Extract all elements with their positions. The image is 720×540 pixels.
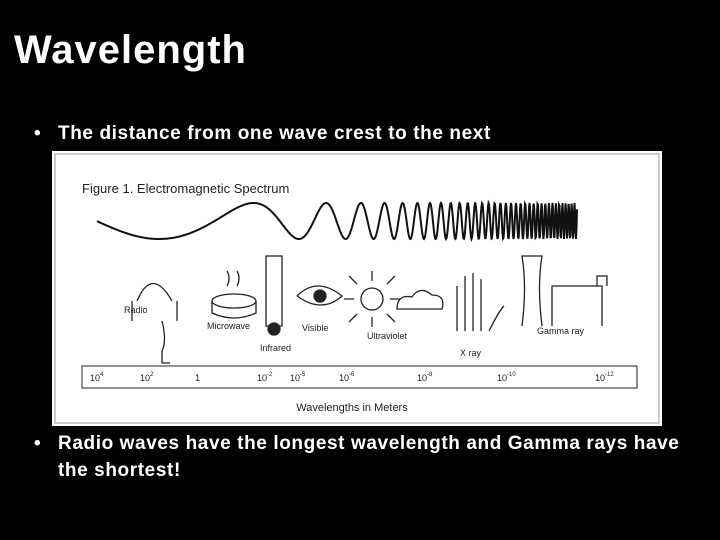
- icons: [131, 255, 608, 364]
- band-label: X ray: [460, 348, 482, 358]
- bullet: • The distance from one wave crest to the…: [34, 120, 718, 147]
- scale-base: 10: [595, 373, 605, 383]
- scale-base: 10: [290, 373, 300, 383]
- scale-exponent: -12: [605, 372, 614, 378]
- scale-base: 10: [417, 373, 427, 383]
- sun: [360, 287, 384, 311]
- scale-exponent: -10: [507, 372, 516, 378]
- scale-exponent: 2: [150, 372, 154, 378]
- sun-rays: [344, 271, 400, 327]
- scale-label: 10-10: [497, 372, 516, 383]
- band-label: Visible: [302, 323, 328, 333]
- plant: [521, 255, 608, 327]
- eye: [296, 285, 344, 306]
- wave: [96, 199, 578, 243]
- pupil: [313, 289, 327, 303]
- slide-title: Wavelength: [14, 28, 247, 72]
- scale-base: 10: [140, 373, 150, 383]
- cloud: [396, 289, 444, 310]
- scale-label: 104: [90, 372, 104, 383]
- scale-base: 10: [90, 373, 100, 383]
- scale-exponent: -8: [427, 372, 433, 378]
- scale-label: 102: [140, 372, 154, 383]
- scale-base: 10: [257, 373, 267, 383]
- axis-label: Wavelengths in Meters: [296, 402, 408, 414]
- scale-exponent: -5: [300, 372, 306, 378]
- band-label: Radio: [124, 305, 148, 315]
- radio-icon: [131, 282, 178, 364]
- xray-hand: [456, 273, 505, 332]
- band-label: Microwave: [207, 321, 250, 331]
- scale-exponent: -6: [349, 372, 355, 378]
- scale-label: 10-12: [595, 372, 614, 383]
- figure-title: Figure 1. Electromagnetic Spectrum: [82, 181, 289, 196]
- bullet-text: Radio waves have the longest wavelength …: [58, 433, 680, 481]
- scale-label: 10-8: [417, 372, 433, 383]
- scale-base: 1: [195, 373, 200, 383]
- bullet-text: The distance from one wave crest to the …: [58, 123, 491, 144]
- scale-label: 10-2: [257, 372, 273, 383]
- figure-bg: [52, 151, 662, 426]
- band-label: Infrared: [260, 343, 291, 353]
- figure: Figure 1. Electromagnetic Spectrum Wavel…: [52, 151, 662, 426]
- bullet: • Radio waves have the longest wavelength…: [34, 430, 698, 484]
- band-label: Ultraviolet: [367, 331, 408, 341]
- thermometer-bulb: [267, 322, 281, 336]
- bullet-dot: •: [34, 433, 42, 454]
- scale-label: 10-6: [339, 372, 355, 383]
- band-label: Gamma ray: [537, 326, 585, 336]
- scale-exponent: 4: [100, 372, 104, 378]
- microwave-food: [211, 270, 257, 319]
- scale-base: 10: [497, 373, 507, 383]
- scale-base: 10: [339, 373, 349, 383]
- scale-label: 10-5: [290, 372, 306, 383]
- scale-label: 1: [195, 373, 200, 383]
- figure-border: [54, 153, 660, 424]
- scale-exponent: -2: [267, 372, 273, 378]
- bullet-dot: •: [34, 123, 42, 144]
